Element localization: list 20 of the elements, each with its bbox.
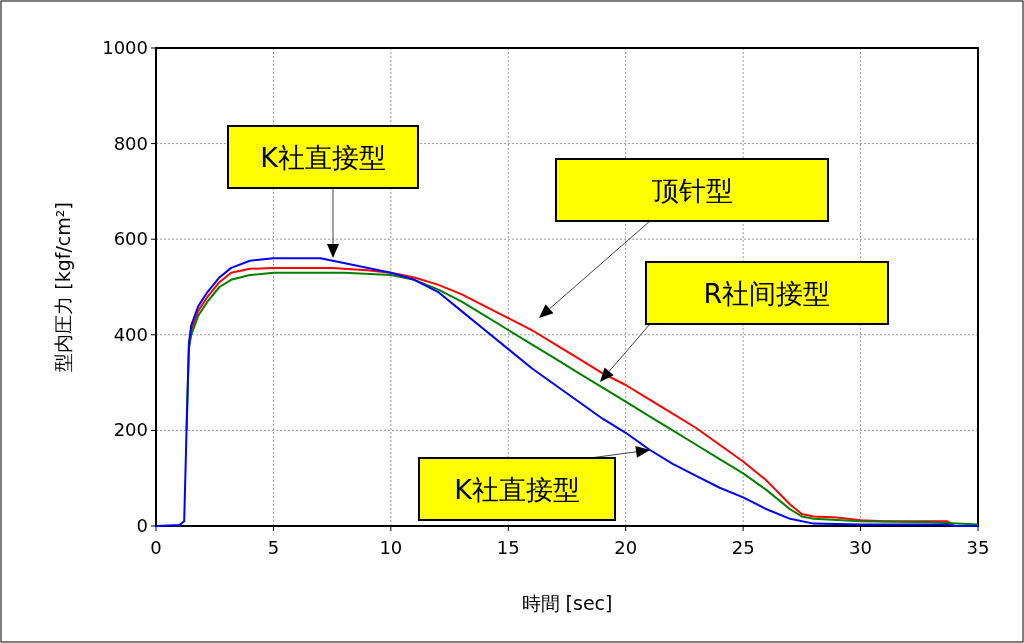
x-tick-label: 0 xyxy=(150,537,162,558)
annotation: 顶针型 xyxy=(651,175,733,206)
y-tick-label: 800 xyxy=(113,132,148,154)
y-tick-label: 0 xyxy=(136,515,148,536)
x-tick-label: 30 xyxy=(849,537,873,558)
x-axis-title: 時間 [sec] xyxy=(521,592,613,614)
x-tick-label: 5 xyxy=(267,537,280,558)
x-tick-label: 15 xyxy=(496,537,520,558)
x-tick-label: 20 xyxy=(614,537,638,558)
y-tick-label: 600 xyxy=(113,228,148,250)
y-tick-label: 400 xyxy=(113,323,148,345)
x-tick-label: 35 xyxy=(966,537,990,558)
x-tick-label: 10 xyxy=(379,537,403,558)
y-axis-title: 型内圧力 [kgf/cm²] xyxy=(52,202,74,372)
annotation: K社直接型 xyxy=(454,474,580,505)
annotation: K社直接型 xyxy=(260,142,386,173)
y-tick-label: 200 xyxy=(113,419,148,441)
y-tick-label: 1000 xyxy=(102,37,148,58)
x-tick-label: 25 xyxy=(731,537,755,558)
annotation: R社间接型 xyxy=(703,278,831,309)
